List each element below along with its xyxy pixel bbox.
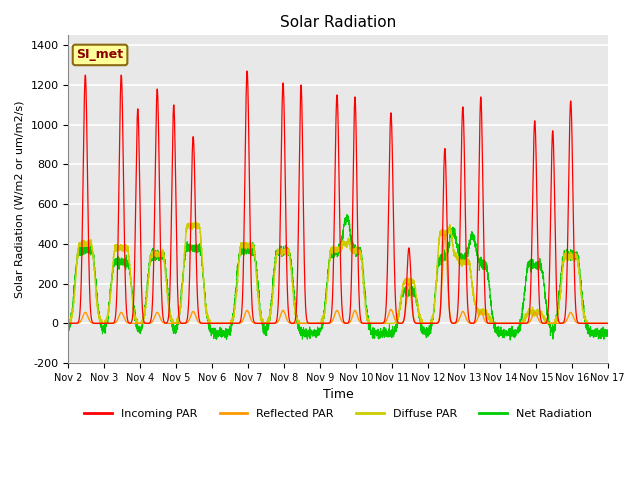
Text: SI_met: SI_met bbox=[77, 48, 124, 61]
Line: Reflected PAR: Reflected PAR bbox=[68, 234, 608, 324]
Incoming PAR bbox=[243, 68, 251, 74]
Reflected PAR bbox=[604, 321, 611, 326]
Diffuse PAR bbox=[429, 312, 437, 317]
Y-axis label: Solar Radiation (W/m2 or um/m2/s): Solar Radiation (W/m2 or um/m2/s) bbox=[15, 100, 25, 298]
Line: Net Radiation: Net Radiation bbox=[68, 215, 608, 340]
Diffuse PAR bbox=[490, 320, 497, 326]
Incoming PAR bbox=[161, 320, 169, 326]
Reflected PAR bbox=[161, 320, 169, 326]
Title: Solar Radiation: Solar Radiation bbox=[280, 15, 396, 30]
Diffuse PAR bbox=[604, 321, 611, 326]
Diffuse PAR bbox=[192, 220, 200, 226]
Reflected PAR bbox=[429, 321, 436, 326]
Reflected PAR bbox=[65, 321, 72, 326]
Incoming PAR bbox=[459, 104, 467, 110]
Incoming PAR bbox=[65, 321, 72, 326]
Net Radiation bbox=[318, 325, 326, 331]
Diffuse PAR bbox=[459, 260, 467, 265]
Net Radiation bbox=[65, 326, 72, 332]
Incoming PAR bbox=[429, 321, 437, 326]
Net Radiation bbox=[490, 316, 497, 322]
Reflected PAR bbox=[604, 321, 612, 326]
Line: Incoming PAR: Incoming PAR bbox=[68, 71, 608, 324]
Net Radiation bbox=[343, 212, 351, 217]
Net Radiation bbox=[506, 337, 514, 343]
Reflected PAR bbox=[459, 309, 467, 314]
Diffuse PAR bbox=[318, 320, 326, 325]
X-axis label: Time: Time bbox=[323, 388, 353, 401]
Diffuse PAR bbox=[66, 321, 74, 326]
Reflected PAR bbox=[441, 231, 449, 237]
Legend: Incoming PAR, Reflected PAR, Diffuse PAR, Net Radiation: Incoming PAR, Reflected PAR, Diffuse PAR… bbox=[80, 404, 596, 423]
Net Radiation bbox=[604, 332, 612, 337]
Line: Diffuse PAR: Diffuse PAR bbox=[68, 223, 608, 324]
Diffuse PAR bbox=[161, 270, 169, 276]
Net Radiation bbox=[459, 257, 467, 263]
Net Radiation bbox=[161, 262, 169, 267]
Reflected PAR bbox=[490, 321, 497, 326]
Incoming PAR bbox=[604, 321, 612, 326]
Incoming PAR bbox=[318, 321, 326, 326]
Reflected PAR bbox=[318, 321, 326, 326]
Diffuse PAR bbox=[65, 320, 72, 325]
Incoming PAR bbox=[604, 321, 611, 326]
Net Radiation bbox=[429, 312, 437, 317]
Incoming PAR bbox=[490, 321, 497, 326]
Diffuse PAR bbox=[604, 321, 612, 326]
Net Radiation bbox=[604, 333, 611, 339]
